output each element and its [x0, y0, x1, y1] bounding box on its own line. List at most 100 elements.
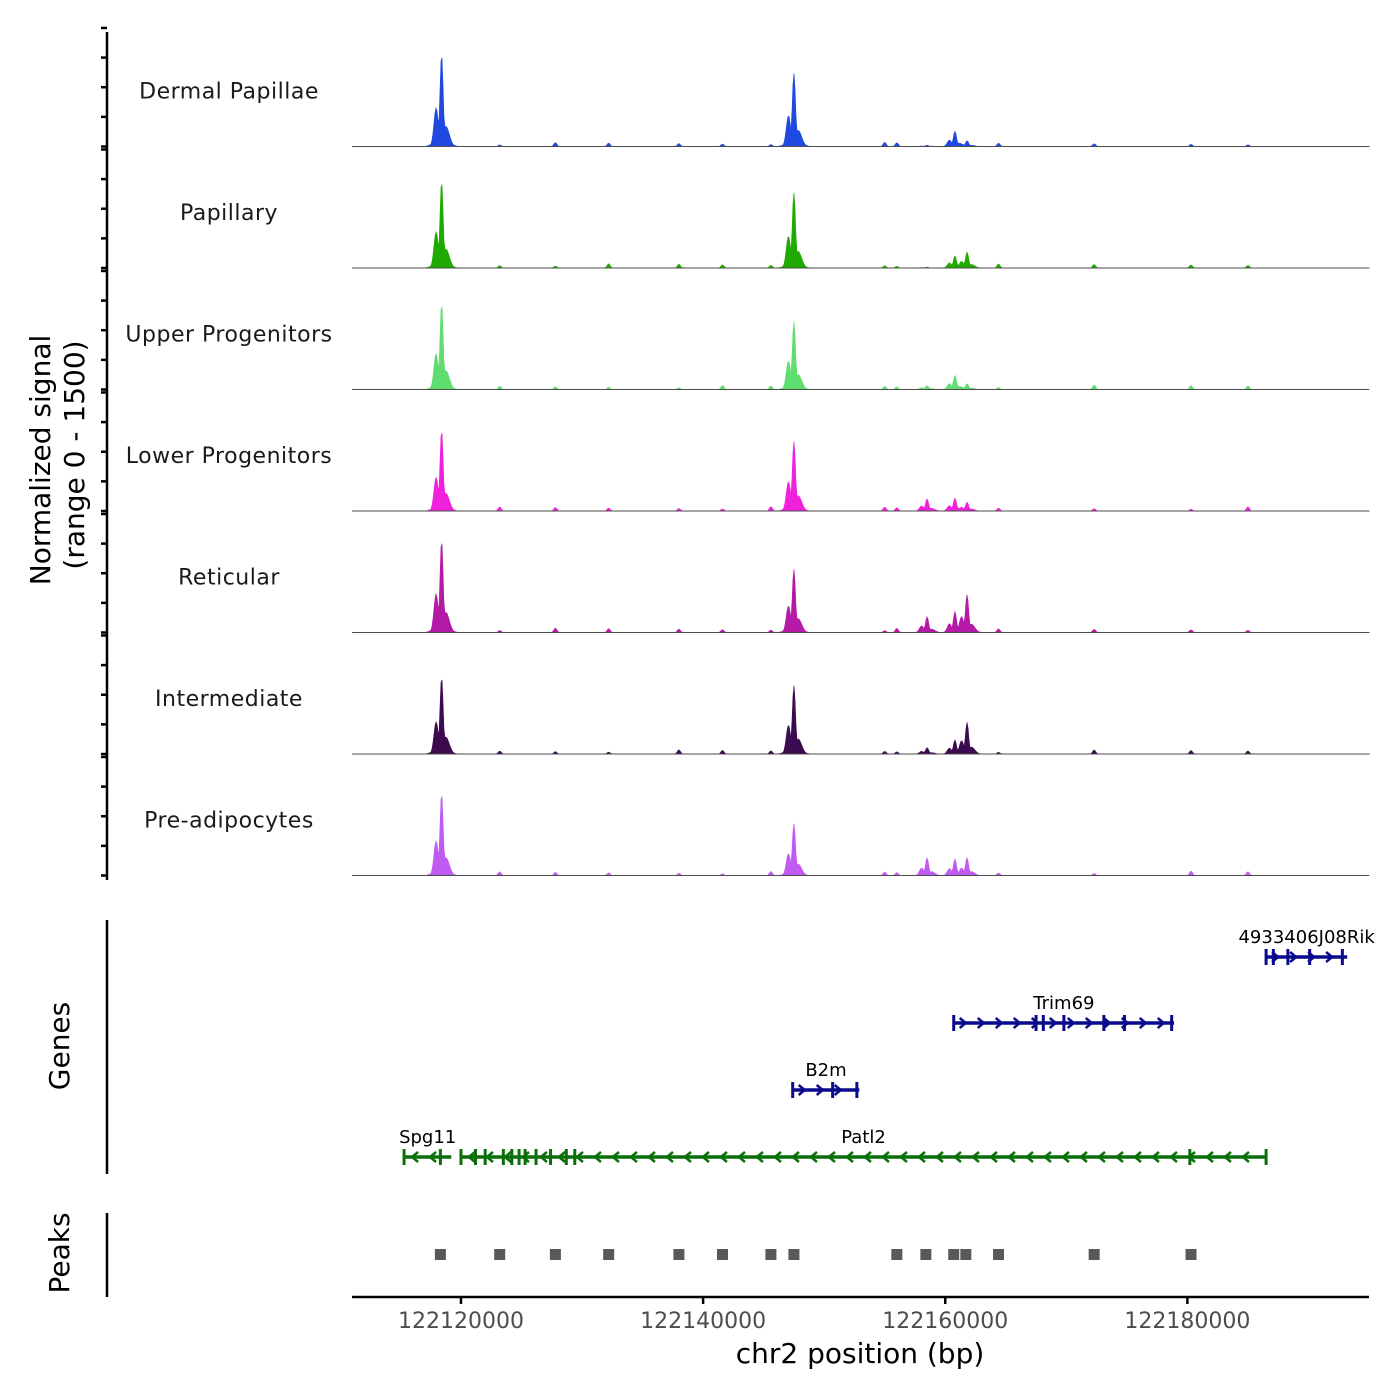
exon	[1041, 1015, 1045, 1031]
strand-arrow	[629, 1151, 638, 1163]
strand-arrow	[1079, 1151, 1088, 1163]
strand-arrow	[755, 1151, 764, 1163]
gene-B2m: B2m	[791, 1060, 860, 1098]
peak-marker	[494, 1249, 506, 1260]
peak-marker	[603, 1249, 615, 1260]
strand-arrow	[791, 1151, 800, 1163]
exon	[791, 1082, 795, 1098]
peak-marker	[716, 1249, 728, 1260]
gene-Patl2: Patl2	[459, 1127, 1268, 1165]
coverage-area-6	[352, 679, 1370, 755]
genes-axis-label: Genes	[43, 1002, 76, 1090]
coverage-track-6: Intermediate	[155, 679, 1370, 755]
exon	[402, 1149, 406, 1165]
exon	[831, 1082, 835, 1098]
gene-label-Patl2: Patl2	[841, 1127, 886, 1148]
strand-arrow	[737, 1151, 746, 1163]
strand-arrow	[1138, 1017, 1148, 1029]
peak-marker	[765, 1249, 777, 1260]
strand-arrow	[773, 1151, 782, 1163]
strand-arrow	[1169, 1151, 1178, 1163]
x-tick-label: 122160000	[882, 1309, 1008, 1334]
strand-arrow	[1325, 951, 1335, 963]
strand-arrow	[1048, 1017, 1058, 1029]
exon	[501, 1149, 505, 1165]
exon	[483, 1149, 487, 1165]
exon	[473, 1149, 477, 1165]
strand-arrow	[503, 1151, 512, 1163]
strand-arrow	[815, 1084, 825, 1096]
strand-arrow	[428, 1151, 437, 1163]
exon	[1034, 1015, 1038, 1031]
strand-arrow	[1289, 951, 1299, 963]
x-tick-label: 122140000	[640, 1309, 766, 1334]
peak-marker	[948, 1249, 960, 1260]
strand-arrow	[1012, 1017, 1022, 1029]
strand-arrow	[976, 1017, 986, 1029]
exon	[523, 1149, 527, 1165]
peak-marker	[549, 1249, 561, 1260]
strand-arrow	[647, 1151, 656, 1163]
track-label-2: Papillary	[180, 201, 278, 226]
y-axis-label: Normalized signal	[24, 335, 57, 586]
exon	[459, 1149, 463, 1165]
coverage-area-7	[352, 796, 1370, 876]
exon	[573, 1149, 577, 1165]
gene-Trim69: Trim69	[952, 993, 1175, 1031]
strand-arrow	[719, 1151, 728, 1163]
strand-arrow	[1133, 1151, 1142, 1163]
coverage-track-4: Lower Progenitors	[126, 433, 1370, 512]
strand-arrow	[1102, 1017, 1112, 1029]
strand-arrow	[1030, 1017, 1040, 1029]
peak-marker	[960, 1249, 972, 1260]
peak-marker	[920, 1249, 932, 1260]
strand-arrow	[665, 1151, 674, 1163]
peak-marker	[993, 1249, 1005, 1260]
strand-arrow	[1007, 1151, 1016, 1163]
strand-arrow	[1223, 1151, 1232, 1163]
strand-arrow	[1066, 1017, 1076, 1029]
exon	[534, 1149, 538, 1165]
exon	[1062, 1015, 1066, 1031]
strand-arrow	[917, 1151, 926, 1163]
coverage-track-5: Reticular	[178, 543, 1370, 633]
exon	[1308, 949, 1312, 965]
strand-arrow	[593, 1151, 602, 1163]
gene-label-4933406J08Rik: 4933406J08Rik	[1238, 927, 1375, 948]
coverage-track-1: Dermal Papillae	[139, 57, 1370, 147]
peak-marker	[673, 1249, 685, 1260]
strand-arrow	[410, 1151, 419, 1163]
strand-arrow	[575, 1151, 584, 1163]
strand-arrow	[539, 1151, 548, 1163]
x-tick-label: 122180000	[1124, 1309, 1250, 1334]
track-label-6: Intermediate	[155, 687, 303, 712]
exon	[564, 1149, 568, 1165]
exon	[517, 1149, 521, 1165]
strand-arrow	[863, 1151, 872, 1163]
strand-arrow	[989, 1151, 998, 1163]
strand-arrow	[521, 1151, 530, 1163]
exon	[1170, 1015, 1174, 1031]
coverage-tracks: Dermal Papillae Papillary Upper Progenitor…	[125, 57, 1370, 876]
x-tick-label: 122120000	[398, 1309, 524, 1334]
strand-arrow	[1205, 1151, 1214, 1163]
gene-4933406J08Rik: 4933406J08Rik	[1238, 927, 1375, 965]
axes: 122120000 122140000 122160000 122180000	[101, 26, 1369, 1334]
exon	[549, 1149, 553, 1165]
y-axis-label-range: (range 0 - 1500)	[58, 340, 91, 569]
strand-arrow	[611, 1151, 620, 1163]
track-label-4: Lower Progenitors	[126, 444, 332, 469]
exon	[1122, 1015, 1126, 1031]
peak-marker	[1185, 1249, 1197, 1260]
track-label-7: Pre-adipocytes	[144, 809, 314, 834]
strand-arrow	[827, 1151, 836, 1163]
strand-arrow	[1151, 1151, 1160, 1163]
strand-arrow	[1115, 1151, 1124, 1163]
strand-arrow	[994, 1017, 1004, 1029]
strand-arrow	[935, 1151, 944, 1163]
gene-label-B2m: B2m	[805, 1060, 846, 1081]
coverage-area-4	[352, 433, 1370, 512]
peaks-axis-label: Peaks	[43, 1212, 76, 1293]
strand-arrow	[845, 1151, 854, 1163]
